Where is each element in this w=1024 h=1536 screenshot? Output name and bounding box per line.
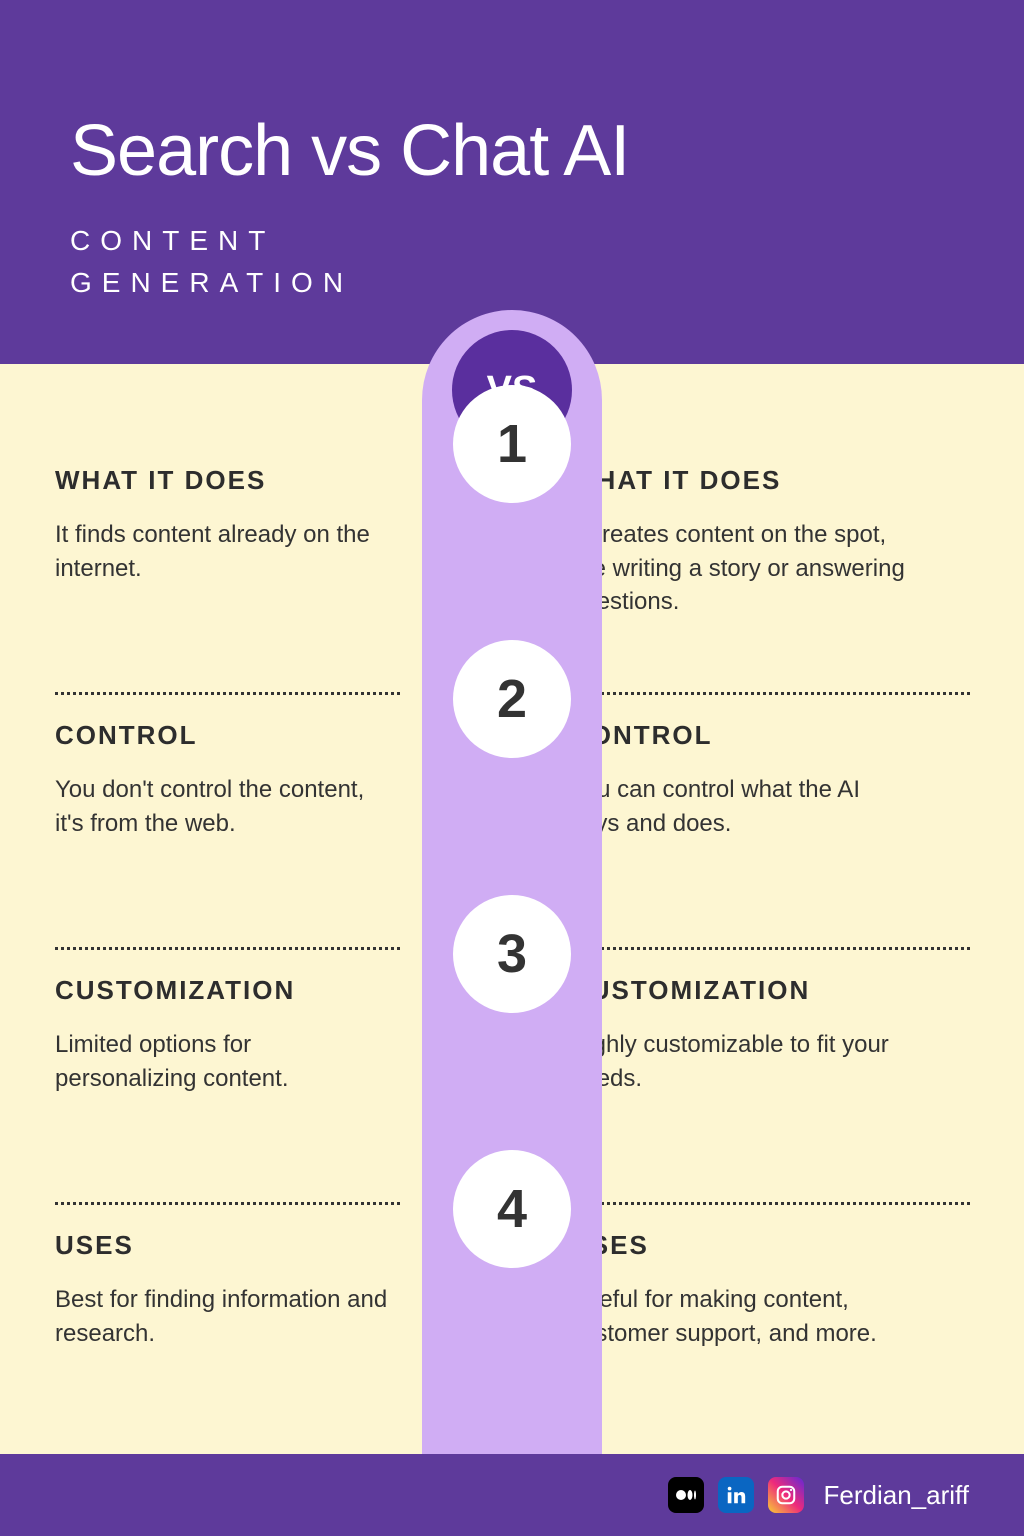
cell-heading: CUSTOMIZATION [570, 975, 910, 1006]
left-cell: WHAT IT DOES It finds content already on … [55, 465, 395, 585]
divider-dots [570, 1202, 970, 1205]
cell-body: Highly customizable to fit your needs. [570, 1028, 910, 1095]
cell-heading: CONTROL [55, 720, 395, 751]
instagram-icon[interactable] [768, 1477, 804, 1513]
divider-dots [570, 692, 970, 695]
cell-heading: CONTROL [570, 720, 910, 751]
comparison-body: VS 1234 WHAT IT DOESIt finds content alr… [0, 425, 1024, 1455]
linkedin-icon[interactable] [718, 1477, 754, 1513]
step-number-badge: 1 [453, 385, 571, 503]
footer: Ferdian_ariff [0, 1454, 1024, 1536]
cell-body: Limited options for personalizing conten… [55, 1028, 395, 1095]
cell-heading: USES [55, 1230, 395, 1261]
cell-body: You can control what the AI says and doe… [570, 773, 910, 840]
left-cell: CUSTOMIZATION Limited options for persona… [55, 975, 395, 1095]
divider-dots [55, 947, 400, 950]
divider-dots [570, 947, 970, 950]
right-cell: WHAT IT DOES It creates content on the sp… [570, 465, 910, 619]
step-number-badge: 4 [453, 1150, 571, 1268]
step-number-badge: 3 [453, 895, 571, 1013]
cell-body: It creates content on the spot, like wri… [570, 518, 910, 619]
step-number-badge: 2 [453, 640, 571, 758]
center-pillar: VS 1234 [422, 310, 602, 1460]
cell-body: Best for finding information and researc… [55, 1283, 395, 1350]
cell-heading: CUSTOMIZATION [55, 975, 395, 1006]
cell-body: Useful for making content, customer supp… [570, 1283, 910, 1350]
page-title: Search vs Chat AI [70, 110, 954, 192]
right-cell: CUSTOMIZATION Highly customizable to fit … [570, 975, 910, 1095]
left-cell: USES Best for finding information and res… [55, 1230, 395, 1350]
divider-dots [55, 1202, 400, 1205]
cell-body: You don't control the content, it's from… [55, 773, 395, 840]
cell-heading: WHAT IT DOES [570, 465, 910, 496]
divider-dots [55, 692, 400, 695]
cell-heading: USES [570, 1230, 910, 1261]
author-handle: Ferdian_ariff [824, 1480, 970, 1511]
right-cell: CONTROL You can control what the AI says … [570, 720, 910, 840]
right-cell: USES Useful for making content, customer … [570, 1230, 910, 1350]
cell-body: It finds content already on the internet… [55, 518, 395, 585]
page-subtitle: CONTENT GENERATION [70, 220, 954, 304]
medium-icon[interactable] [668, 1477, 704, 1513]
left-cell: CONTROL You don't control the content, it… [55, 720, 395, 840]
cell-heading: WHAT IT DOES [55, 465, 395, 496]
